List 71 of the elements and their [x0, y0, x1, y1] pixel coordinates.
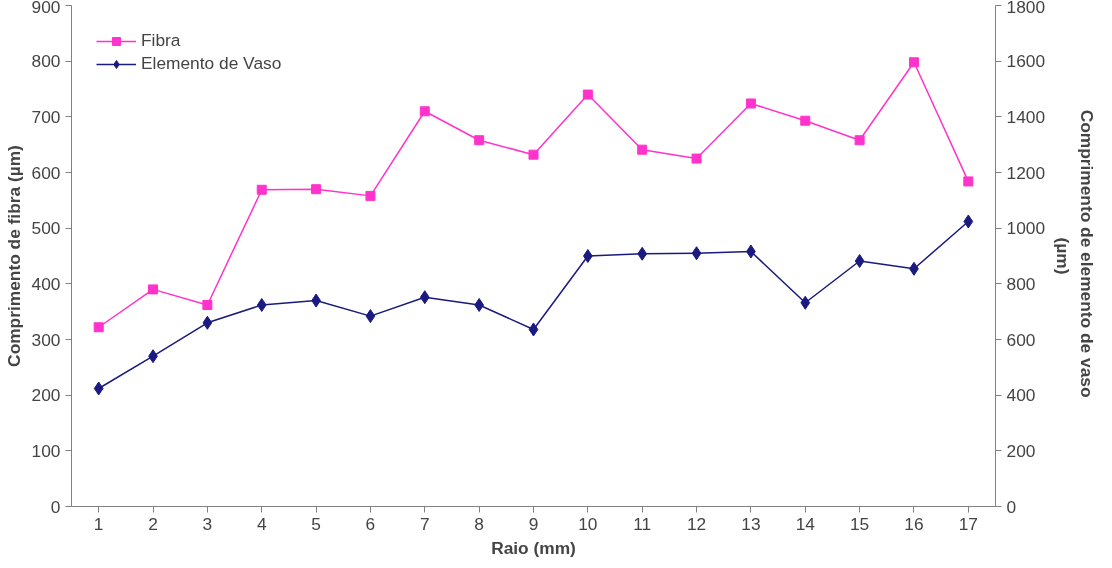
point	[93, 381, 104, 396]
y-tick-label: 700	[31, 106, 61, 127]
point	[637, 246, 648, 261]
x-tick-label: 9	[528, 513, 539, 534]
point	[474, 135, 485, 146]
point	[691, 246, 702, 261]
x-tick-label: 15	[849, 513, 870, 534]
x-tick-label: 14	[795, 513, 816, 534]
y2-tick-label: 1200	[1006, 162, 1046, 183]
point	[583, 249, 593, 263]
point	[745, 98, 756, 109]
y-tick-label: 500	[31, 218, 61, 239]
point	[365, 309, 376, 324]
x-axis-title: Raio (mm)	[491, 537, 576, 558]
y2-tick-label: 1800	[1006, 0, 1046, 17]
x-tick-label: 1	[93, 513, 104, 534]
point	[256, 184, 267, 195]
point	[908, 57, 919, 68]
y-tick-label: 200	[31, 385, 61, 406]
x-tick-label: 4	[256, 513, 267, 534]
y2-tick-label: 600	[1006, 329, 1036, 350]
y2-tick-label: 200	[1006, 440, 1036, 461]
y2-axis-title: Comprimento de elemento de vaso (µm)	[1053, 109, 1098, 398]
point	[202, 315, 213, 330]
x-tick-label: 12	[686, 513, 707, 534]
y-axis-title: Comprimento de fibra (µm)	[3, 145, 24, 367]
x-tick-label: 10	[578, 513, 598, 534]
legend-label: Elemento de Vaso	[141, 53, 282, 74]
point	[528, 149, 539, 160]
point	[419, 106, 430, 117]
y-tick-label: 600	[31, 162, 61, 183]
point	[419, 290, 430, 305]
y-tick-label: 800	[31, 51, 61, 72]
y-tick-label: 0	[50, 496, 61, 517]
point	[582, 89, 593, 100]
y-tick-label: 100	[31, 440, 61, 461]
x-tick-label: 5	[311, 513, 321, 534]
x-tick-label: 16	[904, 513, 924, 534]
point	[691, 153, 702, 164]
y2-tick-label: 1400	[1006, 106, 1046, 127]
point	[311, 184, 322, 195]
x-tick-label: 8	[474, 513, 484, 534]
x-tick-label: 17	[958, 513, 978, 534]
x-tick-label: 13	[741, 513, 761, 534]
point	[800, 295, 811, 310]
point	[365, 190, 376, 201]
y2-tick-label: 800	[1006, 273, 1036, 294]
y2-tick-label: 1000	[1006, 218, 1046, 239]
point	[637, 144, 648, 155]
point	[93, 322, 104, 333]
point	[202, 299, 213, 310]
point	[854, 135, 865, 146]
point	[963, 214, 974, 229]
y2-tick-label: 1600	[1006, 51, 1046, 72]
y-tick-label: 900	[31, 0, 61, 17]
y2-tick-label: 0	[1006, 496, 1017, 517]
point	[148, 284, 159, 295]
y2-tick-label: 400	[1006, 385, 1036, 406]
point	[800, 115, 811, 126]
legend-label: Fibra	[141, 30, 181, 51]
point	[963, 176, 974, 187]
point	[528, 322, 539, 337]
x-tick-label: 3	[202, 513, 213, 534]
y-tick-label: 400	[31, 273, 61, 294]
x-tick-label: 6	[365, 513, 376, 534]
y-tick-label: 300	[31, 329, 61, 350]
x-tick-label: 7	[419, 513, 430, 534]
point	[854, 254, 865, 269]
x-tick-label: 2	[148, 513, 158, 534]
x-tick-label: 11	[633, 513, 652, 534]
point	[256, 297, 267, 312]
